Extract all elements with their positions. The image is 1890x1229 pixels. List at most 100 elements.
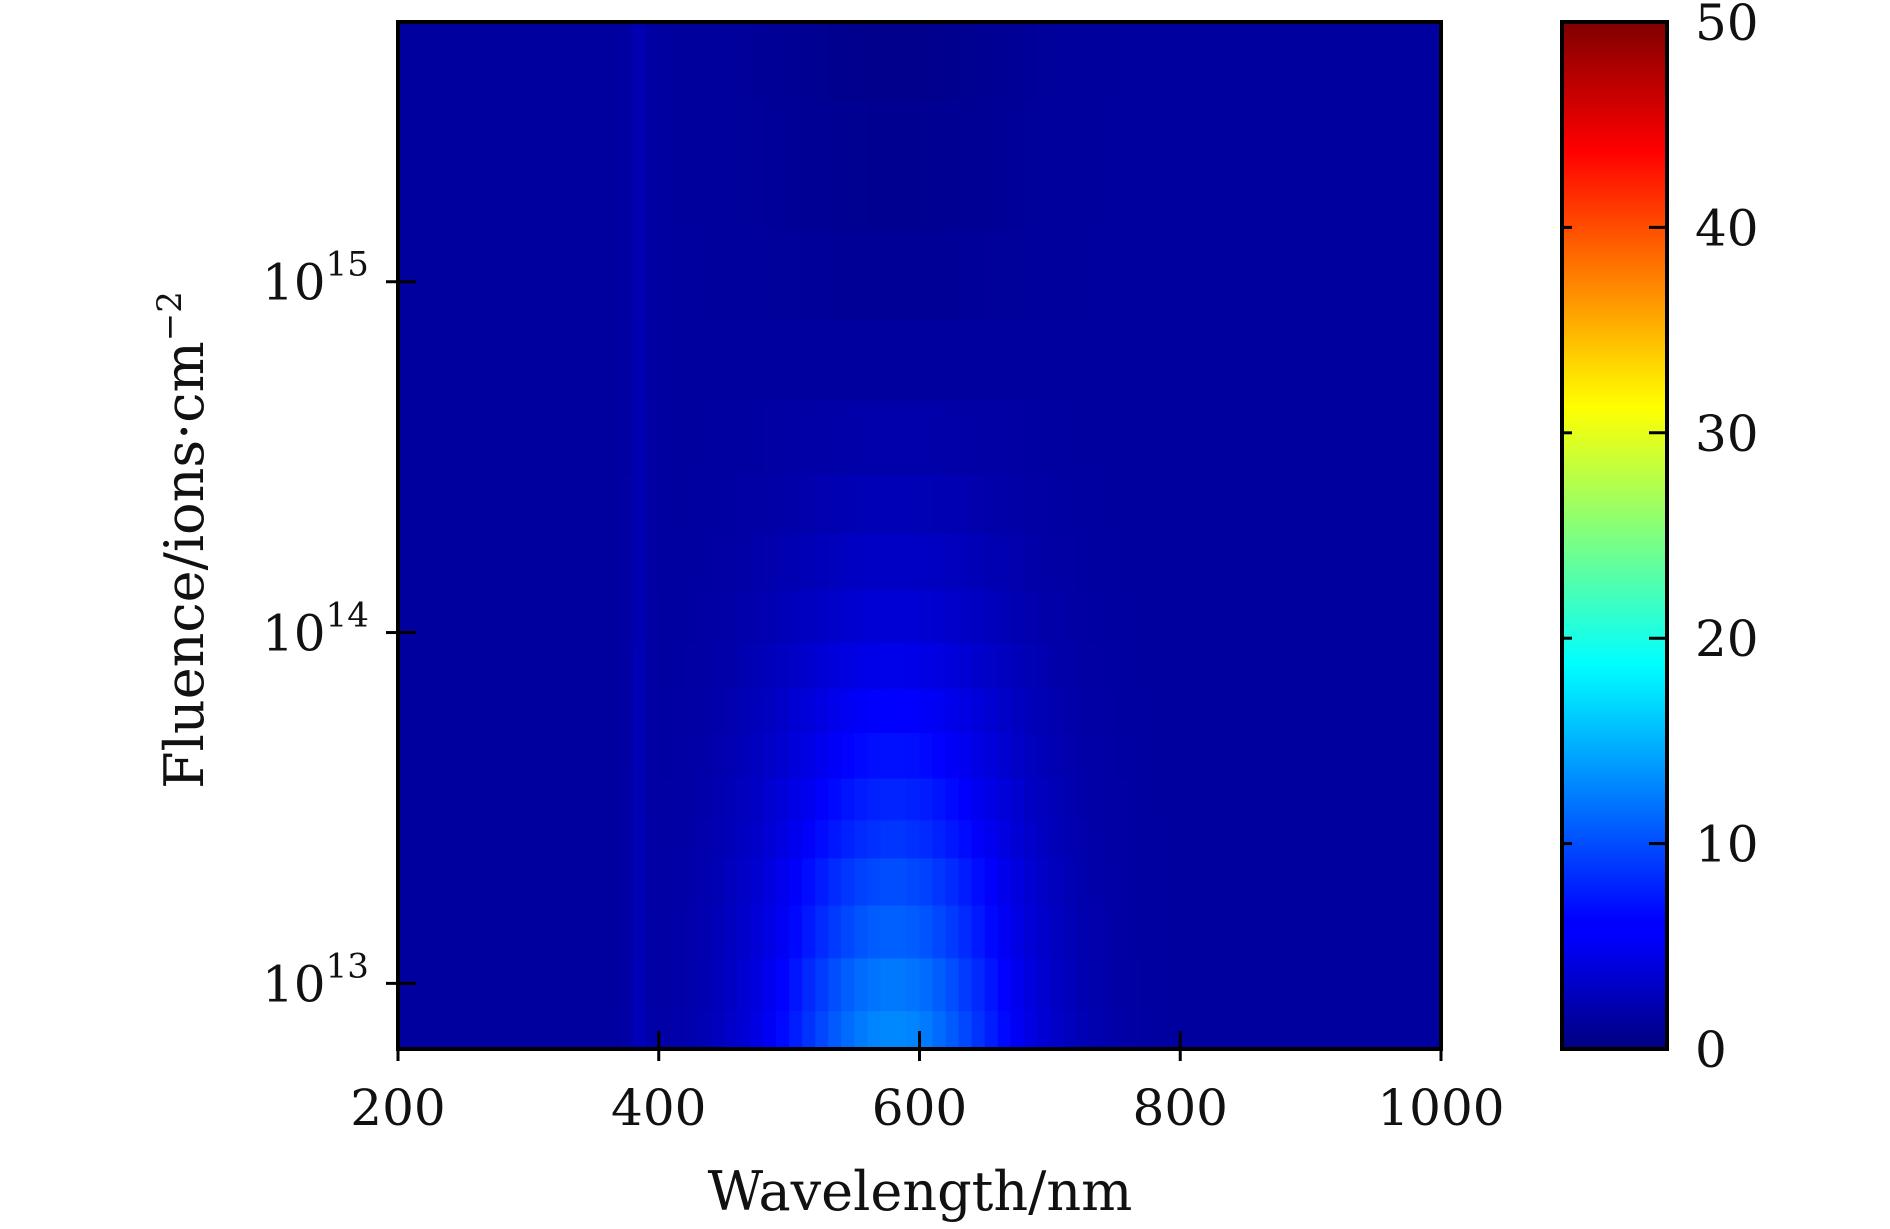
heatmap-cell xyxy=(476,688,490,733)
heatmap-cell xyxy=(1232,99,1247,230)
heatmap-cell xyxy=(1375,320,1390,402)
heatmap-cell xyxy=(1154,904,1168,959)
heatmap-cell xyxy=(984,732,999,779)
heatmap-cell xyxy=(1180,320,1194,402)
heatmap-cell xyxy=(671,473,686,534)
heatmap-cell xyxy=(710,228,725,322)
heatmap-cell xyxy=(932,320,947,402)
heatmap-cell xyxy=(997,732,1012,779)
heatmap-cell xyxy=(763,732,777,779)
heatmap-cell xyxy=(736,533,751,591)
heatmap-cell xyxy=(411,400,425,475)
heatmap-cell xyxy=(1193,589,1207,643)
heatmap-cell xyxy=(528,857,543,906)
heatmap-cell xyxy=(658,22,673,100)
colorbar-tick-label: 20 xyxy=(1695,610,1759,668)
heatmap-cell xyxy=(815,589,829,643)
heatmap-cell xyxy=(1010,819,1025,859)
heatmap-cell xyxy=(932,819,947,859)
heatmap-cell xyxy=(1245,400,1260,475)
heatmap-cell xyxy=(802,957,816,1012)
heatmap-cell xyxy=(1193,819,1207,859)
heatmap-cell xyxy=(515,732,529,779)
colorbar: 0 10 20 30 40 50 xyxy=(1560,0,1759,1079)
heatmap-cell xyxy=(1284,819,1299,859)
heatmap-cell xyxy=(645,904,660,959)
heatmap-cell xyxy=(1336,400,1351,475)
heatmap-cell xyxy=(684,688,699,733)
heatmap-cell xyxy=(1323,732,1338,779)
heatmap-cell xyxy=(841,228,855,322)
heatmap-cell xyxy=(919,688,934,733)
heatmap-cell xyxy=(1401,732,1416,779)
heatmap-cell xyxy=(776,857,790,906)
heatmap-cell xyxy=(437,688,451,733)
heatmap-cell xyxy=(736,777,751,821)
heatmap-cell xyxy=(554,904,569,959)
heatmap-cell xyxy=(958,957,973,1012)
heatmap-cell xyxy=(776,777,790,821)
heatmap-cell xyxy=(541,688,556,733)
heatmap-cell xyxy=(1141,732,1155,779)
heatmap-cell xyxy=(1414,400,1429,475)
heatmap-cell xyxy=(632,642,647,690)
heatmap-cell xyxy=(736,320,751,402)
heatmap-cell xyxy=(932,1010,947,1049)
heatmap-cell xyxy=(789,228,803,322)
heatmap-cell xyxy=(671,819,686,859)
heatmap-cell xyxy=(476,22,490,100)
heatmap-cell xyxy=(841,22,855,100)
heatmap-cell xyxy=(554,99,569,230)
heatmap-cell xyxy=(1049,589,1064,643)
heatmap-cell xyxy=(997,228,1012,322)
heatmap-cell xyxy=(945,320,960,402)
heatmap-cell xyxy=(1323,904,1338,959)
heatmap-cell xyxy=(815,777,829,821)
heatmap-cell xyxy=(906,400,921,475)
heatmap-cell xyxy=(984,857,999,906)
heatmap-cell xyxy=(854,777,868,821)
heatmap-cell xyxy=(1362,589,1377,643)
heatmap-cell xyxy=(776,533,790,591)
y-axis-title-text: Fluence/ions·cm xyxy=(153,341,216,789)
heatmap-cell xyxy=(541,642,556,690)
heatmap-cell xyxy=(515,904,529,959)
heatmap-cell xyxy=(1414,473,1429,534)
heatmap-cell xyxy=(1128,857,1142,906)
heatmap-cell xyxy=(1036,473,1051,534)
heatmap-cell xyxy=(1362,819,1377,859)
heatmap-cell xyxy=(997,320,1012,402)
heatmap-cell xyxy=(580,533,595,591)
heatmap-cell xyxy=(1167,589,1181,643)
heatmap-cell xyxy=(1414,99,1429,230)
heatmap-cell xyxy=(1349,777,1364,821)
heatmap-cell xyxy=(554,22,569,100)
heatmap-cell xyxy=(893,320,908,402)
heatmap-cell xyxy=(1323,857,1338,906)
heatmap-cell xyxy=(893,473,908,534)
heatmap-cell xyxy=(919,777,934,821)
heatmap-cell xyxy=(554,777,569,821)
heatmap-cell xyxy=(411,957,425,1012)
heatmap-cell xyxy=(1102,473,1116,534)
heatmap-cell xyxy=(1049,22,1064,100)
heatmap-cell xyxy=(958,320,973,402)
heatmap-cell xyxy=(1115,533,1129,591)
heatmap-cell xyxy=(906,320,921,402)
heatmap-cell xyxy=(1310,589,1325,643)
heatmap-cell xyxy=(723,688,738,733)
heatmap-cell xyxy=(1401,642,1416,690)
heatmap-cell xyxy=(919,320,934,402)
heatmap-cell xyxy=(554,589,569,643)
heatmap-cell xyxy=(723,228,738,322)
heatmap-cell xyxy=(489,22,503,100)
heatmap-cell xyxy=(645,819,660,859)
heatmap-cell xyxy=(476,819,490,859)
heatmap-cell xyxy=(619,228,634,322)
heatmap-cell xyxy=(1023,473,1038,534)
heatmap-cell xyxy=(802,688,816,733)
heatmap-cell xyxy=(776,904,790,959)
heatmap-cell xyxy=(1180,732,1194,779)
heatmap-cell xyxy=(1167,688,1181,733)
heatmap-cell xyxy=(658,957,673,1012)
